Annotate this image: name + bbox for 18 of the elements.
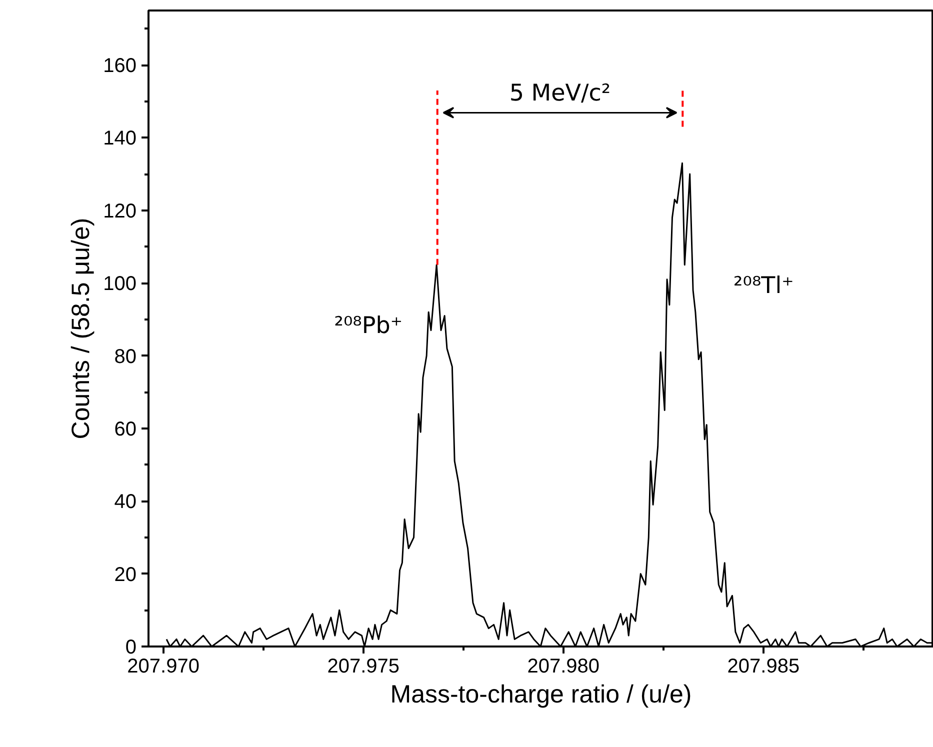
x-tick-label: 207.985 xyxy=(727,656,800,678)
y-tick-label: 0 xyxy=(125,636,136,658)
y-tick-label: 60 xyxy=(114,418,137,440)
y-tick-label: 120 xyxy=(103,200,137,222)
x-tick-label: 207.975 xyxy=(327,656,400,678)
y-tick-label: 100 xyxy=(103,273,137,296)
x-tick-label: 207.980 xyxy=(527,656,600,678)
y-tick-label: 140 xyxy=(103,128,137,150)
annotation: 5 MeV/c² xyxy=(509,80,611,107)
y-tick-label: 160 xyxy=(103,55,137,78)
annotation: ²⁰⁸Tl⁺ xyxy=(734,272,794,299)
y-tick-label: 20 xyxy=(114,564,137,586)
annotation: ²⁰⁸Pb⁺ xyxy=(334,312,403,339)
y-tick-label: 40 xyxy=(114,491,137,514)
x-axis-title: Mass-to-charge ratio / (u/e) xyxy=(390,680,692,708)
x-tick-label: 207.970 xyxy=(127,656,200,678)
y-axis-title: Counts / (58.5 μu/e) xyxy=(67,218,96,440)
y-tick-label: 80 xyxy=(114,346,137,368)
